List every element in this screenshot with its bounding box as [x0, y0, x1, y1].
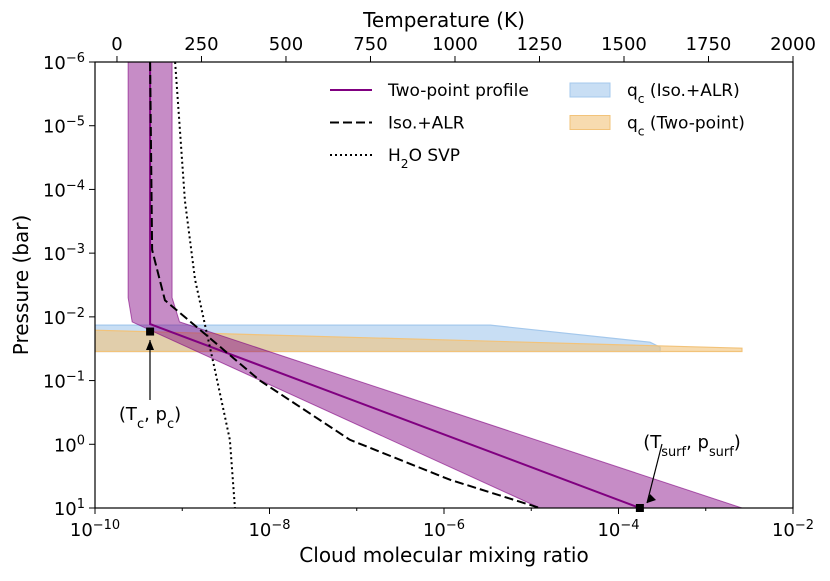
data-layer: [95, 62, 743, 508]
annotation-label: (Tsurf, psurf): [643, 432, 741, 460]
text-part: Iso.+ALR: [388, 114, 465, 134]
x2-tick-label: 0: [111, 34, 122, 55]
text-part: 10: [43, 53, 66, 74]
text-part: −5: [66, 114, 85, 129]
text-part: 10: [54, 435, 77, 456]
profile-line: [174, 62, 236, 508]
x-tick-label: 10−6: [423, 518, 465, 542]
y-tick-label: 10−5: [43, 114, 85, 138]
text-part: 10: [43, 117, 66, 138]
text-part: 10: [43, 308, 66, 329]
profile-line: [149, 62, 541, 508]
text-part: 10: [43, 372, 66, 393]
text-part: H: [388, 146, 401, 166]
text-part: c: [638, 125, 645, 139]
text-part: 10: [43, 180, 66, 201]
text-part: ): [734, 432, 741, 453]
x2-tick-label: 250: [184, 34, 218, 55]
y-tick-label: 10−6: [43, 51, 85, 75]
arrow-head: [146, 340, 154, 350]
plot-layer: [95, 62, 743, 508]
legend-label: Two-point profile: [387, 81, 529, 101]
text-part: −6: [66, 51, 85, 66]
text-part: −2: [66, 305, 85, 320]
profile-line: [149, 62, 641, 508]
text-part: 2: [401, 157, 409, 171]
text-part: −8: [271, 518, 290, 533]
text-part: c: [167, 417, 174, 432]
legend-label: qc (Two-point): [627, 114, 745, 139]
x-tick-label: 10−2: [772, 518, 814, 542]
text-part: 10: [70, 520, 93, 541]
annotation-arrow: [646, 443, 663, 504]
annotation-label: (Tc, pc): [119, 404, 181, 432]
cloud-region: [95, 329, 743, 353]
text-part: 10: [772, 520, 795, 541]
text-part: , p: [144, 404, 167, 425]
x2-tick-label: 1250: [517, 34, 563, 55]
text-part: c: [137, 417, 144, 432]
point-marker: [146, 327, 155, 336]
text-part: surf: [661, 445, 686, 460]
text-part: (Iso.+ALR): [645, 81, 740, 101]
text-part: −1: [66, 369, 85, 384]
x2-tick-label: 2000: [770, 34, 816, 55]
y-tick-label: 101: [54, 497, 85, 521]
legend-swatch: [569, 115, 611, 130]
text-part: 10: [597, 520, 620, 541]
text-part: 10: [43, 244, 66, 265]
x2-tick-label: 1500: [601, 34, 647, 55]
arrow-head: [647, 494, 656, 503]
text-part: surf: [709, 445, 734, 460]
text-part: (T: [119, 404, 138, 425]
text-part: 10: [54, 499, 77, 520]
text-part: , p: [686, 432, 709, 453]
x2-tick-label: 750: [353, 34, 387, 55]
text-part: 1: [77, 497, 85, 512]
text-part: −3: [66, 242, 85, 257]
text-part: −4: [66, 178, 85, 193]
text-part: 10: [423, 520, 446, 541]
text-part: −2: [795, 518, 814, 533]
x-tick-label: 10−10: [70, 518, 120, 542]
text-part: −4: [620, 518, 639, 533]
text-part: 10: [248, 520, 271, 541]
text-part: 0: [77, 433, 85, 448]
x2-axis-label: Temperature (K): [362, 8, 525, 32]
legend-label: qc (Iso.+ALR): [627, 81, 740, 106]
legend-label: H2O SVP: [388, 146, 460, 171]
text-part: c: [638, 92, 645, 106]
x2-tick-label: 500: [269, 34, 303, 55]
x2-tick-label: 1000: [432, 34, 478, 55]
text-part: −6: [446, 518, 465, 533]
text-part: ): [174, 404, 181, 425]
text-part: −10: [93, 518, 120, 533]
text-part: q: [627, 114, 638, 134]
point-marker: [635, 504, 644, 512]
y-tick-label: 100: [54, 433, 85, 457]
x-tick-label: 10−4: [597, 518, 639, 542]
y-tick-label: 10−2: [43, 305, 85, 329]
x-axis-label: Cloud molecular mixing ratio: [299, 543, 588, 567]
text-part: (T: [643, 432, 662, 453]
text-part: q: [627, 81, 638, 101]
text-part: (Two-point): [645, 114, 745, 134]
legend-swatch: [569, 82, 611, 98]
x-tick-label: 10−8: [248, 518, 290, 542]
legend-label: Iso.+ALR: [388, 114, 465, 134]
x2-tick-label: 1750: [686, 34, 732, 55]
uncertainty-band: [127, 62, 743, 508]
y-axis-label: Pressure (bar): [9, 215, 33, 356]
y-tick-label: 10−3: [43, 242, 85, 266]
text-part: O SVP: [409, 146, 460, 166]
y-tick-label: 10−4: [43, 178, 85, 202]
text-part: Two-point profile: [387, 81, 529, 101]
y-tick-label: 10−1: [43, 369, 85, 393]
